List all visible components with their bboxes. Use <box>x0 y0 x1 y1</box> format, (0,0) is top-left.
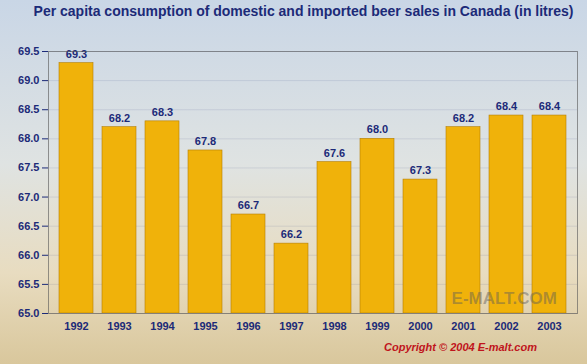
svg-text:1994: 1994 <box>150 320 175 332</box>
svg-text:66.7: 66.7 <box>238 199 259 211</box>
svg-text:1993: 1993 <box>107 320 131 332</box>
svg-text:66.5: 66.5 <box>18 220 39 232</box>
svg-text:69.3: 69.3 <box>66 48 87 60</box>
svg-text:2000: 2000 <box>408 320 432 332</box>
svg-text:1999: 1999 <box>365 320 389 332</box>
svg-text:1992: 1992 <box>64 320 88 332</box>
svg-text:67.8: 67.8 <box>195 135 216 147</box>
svg-text:1997: 1997 <box>279 320 303 332</box>
svg-text:68.0: 68.0 <box>367 123 388 135</box>
svg-text:66.0: 66.0 <box>18 249 39 261</box>
svg-text:68.2: 68.2 <box>453 112 474 124</box>
svg-text:68.3: 68.3 <box>152 106 173 118</box>
svg-text:68.5: 68.5 <box>18 103 39 115</box>
svg-text:67.6: 67.6 <box>324 147 345 159</box>
html-text:Copyright © 2004 E-malt.com: Copyright © 2004 E-malt.com <box>384 341 537 353</box>
svg-text:67.3: 67.3 <box>410 164 431 176</box>
svg-text:68.0: 68.0 <box>18 132 39 144</box>
svg-text:65.0: 65.0 <box>18 307 39 319</box>
svg-text:1998: 1998 <box>322 320 346 332</box>
svg-text:2002: 2002 <box>494 320 518 332</box>
html-text:E-MALT.COM: E-MALT.COM <box>451 289 557 308</box>
svg-text:68.2: 68.2 <box>109 112 130 124</box>
svg-text:65.5: 65.5 <box>18 278 39 290</box>
svg-text:68.4: 68.4 <box>539 100 561 112</box>
svg-text:69.0: 69.0 <box>18 74 39 86</box>
svg-text:67.5: 67.5 <box>18 161 39 173</box>
svg-text:2003: 2003 <box>537 320 561 332</box>
svg-text:1995: 1995 <box>193 320 217 332</box>
svg-text:68.4: 68.4 <box>496 100 518 112</box>
svg-text:66.2: 66.2 <box>281 228 302 240</box>
svg-text:67.0: 67.0 <box>18 191 39 203</box>
html-text:Per capita consumption of dome: Per capita consumption of domestic and i… <box>33 3 574 19</box>
svg-text:1996: 1996 <box>236 320 260 332</box>
svg-text:69.5: 69.5 <box>18 45 39 57</box>
svg-text:2001: 2001 <box>451 320 475 332</box>
